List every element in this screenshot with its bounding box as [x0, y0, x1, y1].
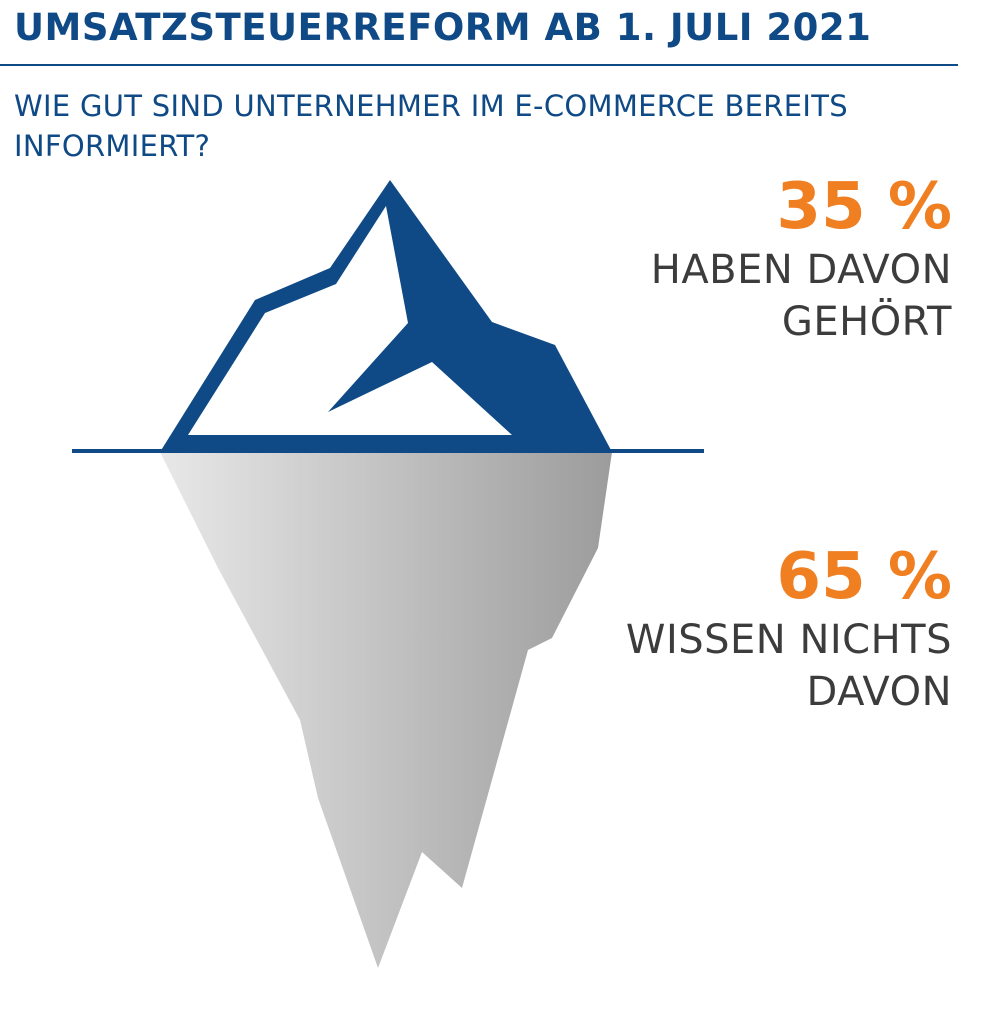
page-subtitle: WIE GUT SIND UNTERNEHMER IM E-COMMERCE B… [14, 89, 848, 163]
stat-above-value: 35 % [776, 170, 952, 244]
iceberg-white-face [188, 206, 512, 435]
iceberg-below-water [160, 452, 612, 968]
title-divider [0, 64, 958, 66]
stat-above-water: 35 % HABEN DAVON GEHÖRT [592, 170, 952, 348]
stat-below-value: 65 % [776, 540, 952, 614]
stat-below-water: 65 % WISSEN NICHTS DAVON [592, 540, 952, 718]
water-line [72, 449, 704, 453]
page-title: UMSATZSTEUERREFORM AB 1. JULI 2021 [14, 6, 872, 49]
stat-below-label: WISSEN NICHTS DAVON [625, 617, 952, 715]
stat-above-label: HABEN DAVON GEHÖRT [650, 247, 952, 345]
